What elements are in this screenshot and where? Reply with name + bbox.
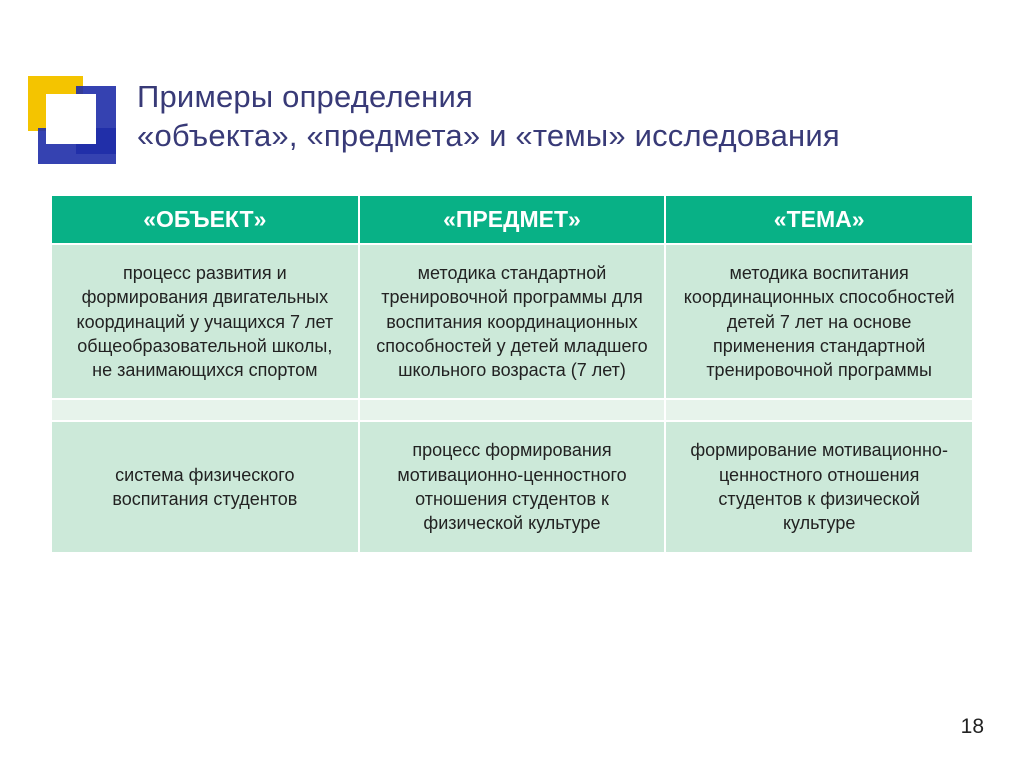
col-header-topic: «ТЕМА» — [665, 196, 972, 244]
table-row: система физического воспитания студентов… — [52, 421, 972, 551]
col-header-object: «ОБЪЕКТ» — [52, 196, 359, 244]
cell: методика воспитания координационных спос… — [665, 244, 972, 399]
col-header-subject: «ПРЕДМЕТ» — [359, 196, 666, 244]
cell — [52, 399, 359, 421]
cell: процесс формирования мотивационно-ценнос… — [359, 421, 666, 551]
slide-title: Примеры определения«объекта», «предмета»… — [137, 78, 917, 156]
table-row — [52, 399, 972, 421]
comparison-table: «ОБЪЕКТ» «ПРЕДМЕТ» «ТЕМА» процесс развит… — [52, 196, 972, 552]
cell: методика стандартной тренировочной прогр… — [359, 244, 666, 399]
cell: процесс развития и формирования двигател… — [52, 244, 359, 399]
page-number: 18 — [961, 715, 984, 739]
table-row: процесс развития и формирования двигател… — [52, 244, 972, 399]
slide: Примеры определения«объекта», «предмета»… — [0, 0, 1024, 767]
corner-graphic — [28, 76, 123, 171]
cell — [665, 399, 972, 421]
cell: формирование мотивационно-ценностного от… — [665, 421, 972, 551]
cell — [359, 399, 666, 421]
cell: система физического воспитания студентов — [52, 421, 359, 551]
